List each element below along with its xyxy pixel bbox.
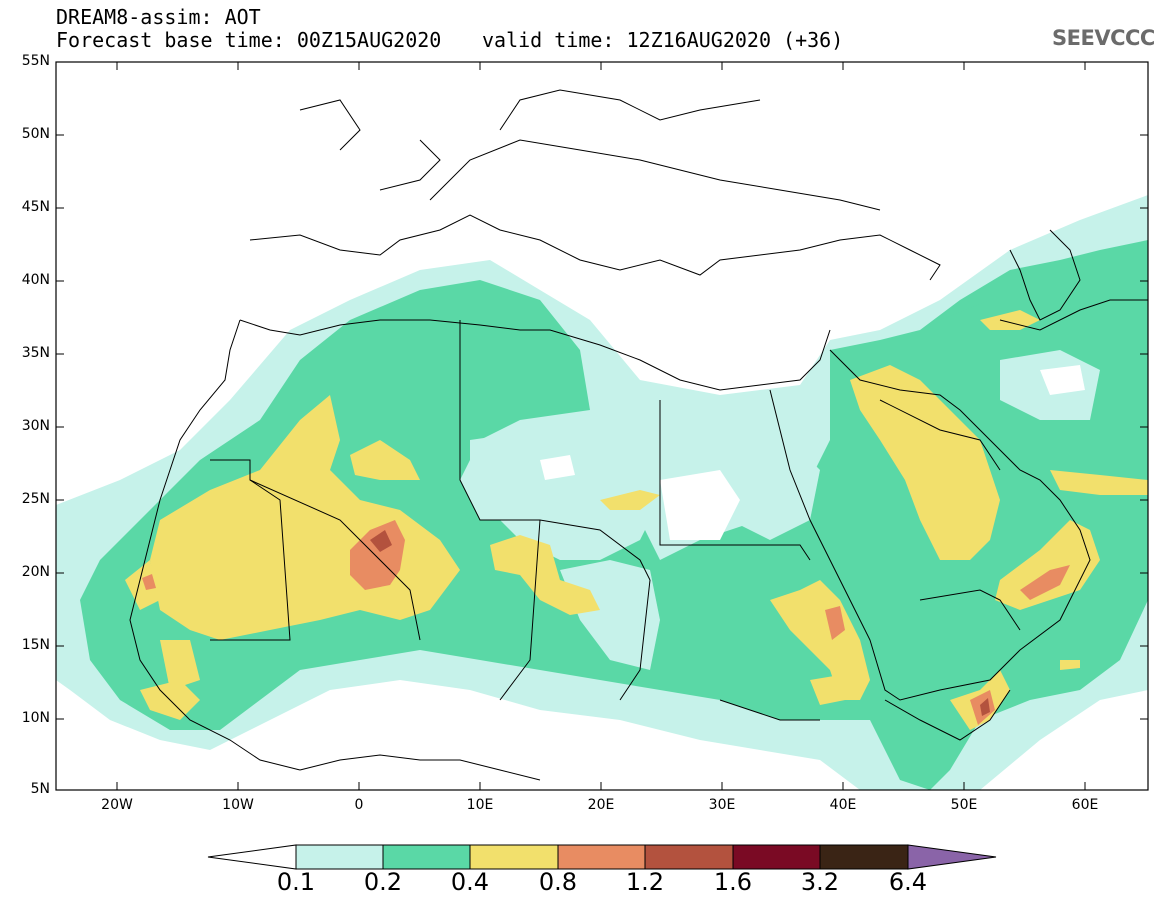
lat-label: 5N	[30, 781, 50, 797]
colorbar-label: 3.2	[800, 868, 840, 896]
lon-label: 60E	[1071, 797, 1099, 813]
lon-label: 20E	[587, 797, 615, 813]
plot-frame	[55, 61, 1149, 791]
colorbar-bin-0.8-1.2	[557, 844, 646, 870]
logo-text: SEEVCCC	[1052, 26, 1155, 50]
lon-label: 30E	[708, 797, 736, 813]
colorbar	[207, 844, 997, 870]
colorbar-label: 0.1	[276, 868, 316, 896]
colorbar-label: 1.2	[625, 868, 665, 896]
colorbar-bin-0.1-0.2	[295, 844, 384, 870]
colorbar-label: 0.4	[450, 868, 490, 896]
lat-label: 50N	[21, 126, 50, 142]
lon-label: 40E	[829, 797, 857, 813]
aot-contour-0.8	[142, 520, 1070, 725]
lat-label: 20N	[21, 564, 50, 580]
forecast-base-time: Forecast base time: 00Z15AUG2020	[56, 28, 442, 52]
lat-label: 30N	[21, 418, 50, 434]
lat-label: 10N	[21, 710, 50, 726]
colorbar-bin-1.2-1.6	[644, 844, 734, 870]
colorbar-bin-0.4-0.8	[469, 844, 559, 870]
lat-ticks	[56, 61, 1148, 791]
lon-label: 20W	[101, 797, 133, 813]
lat-label: 45N	[21, 199, 50, 215]
colorbar-label: 1.6	[713, 868, 753, 896]
aot-contour-1.2	[370, 530, 990, 716]
colorbar-overflow	[907, 844, 997, 870]
valid-time: valid time: 12Z16AUG2020 (+36)	[482, 28, 844, 52]
lat-label: 15N	[21, 637, 50, 653]
aot-contour-clear	[540, 365, 1085, 540]
lon-ticks	[116, 62, 1086, 790]
coastlines	[129, 89, 1148, 781]
colorbar-label: 6.4	[888, 868, 928, 896]
lat-label: 25N	[21, 491, 50, 507]
lat-label: 40N	[21, 272, 50, 288]
colorbar-label: 0.8	[538, 868, 578, 896]
colorbar-bin-1.6-3.2	[732, 844, 821, 870]
lon-label: 50E	[950, 797, 978, 813]
colorbar-label: 0.2	[363, 868, 403, 896]
lat-label: 55N	[21, 53, 50, 69]
map-title: DREAM8-assim: AOT	[56, 5, 261, 29]
lon-label: 0	[354, 797, 364, 813]
lat-label: 35N	[21, 345, 50, 361]
colorbar-bin-0.2-0.4	[382, 844, 471, 870]
colorbar-bin-3.2-6.4	[819, 844, 909, 870]
lon-label: 10W	[222, 797, 254, 813]
lon-label: 10E	[466, 797, 494, 813]
colorbar-underflow	[207, 844, 297, 870]
